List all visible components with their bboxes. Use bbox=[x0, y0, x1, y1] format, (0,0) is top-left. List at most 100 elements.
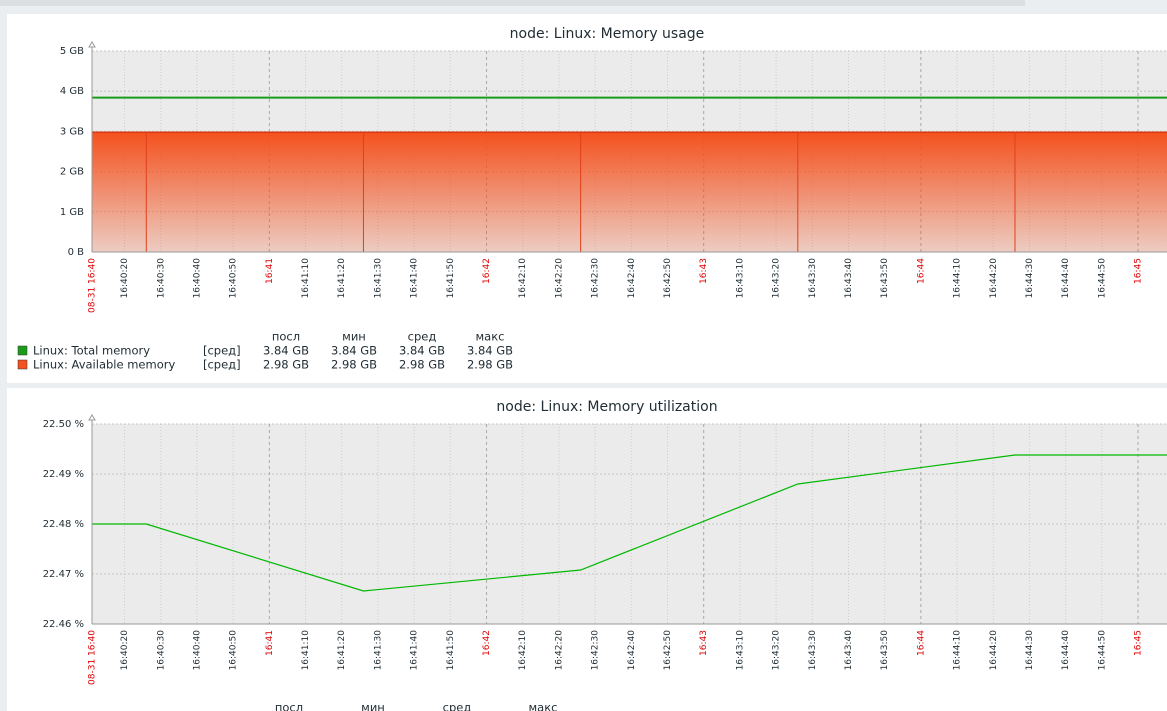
legend-column: мин bbox=[342, 330, 366, 344]
x-tick-label: 08-31 16:40 bbox=[88, 630, 98, 685]
x-tick-label: 16:43:20 bbox=[772, 258, 782, 299]
legend-swatch bbox=[17, 345, 28, 356]
legend-column: мин bbox=[361, 701, 385, 711]
y-tick-label: 22.46 % bbox=[43, 619, 84, 630]
x-tick-label: 16:44:30 bbox=[1025, 630, 1035, 671]
x-tick-label: 16:43:10 bbox=[735, 630, 745, 671]
x-tick-label: 16:41:30 bbox=[373, 630, 383, 671]
y-tick-label: 4 GB bbox=[60, 86, 84, 97]
legend-column: сред bbox=[408, 330, 437, 344]
x-tick-label: 16:41 bbox=[265, 630, 275, 656]
x-tick-label: 16:41:20 bbox=[337, 630, 347, 671]
legend-stat: 2.98 GB bbox=[331, 358, 377, 372]
x-tick-label: 16:43:40 bbox=[844, 630, 854, 671]
x-tick-label: 16:42:50 bbox=[663, 258, 673, 299]
x-tick-label: 16:44:50 bbox=[1097, 258, 1107, 299]
legend-column: посл bbox=[272, 330, 300, 344]
x-tick-label: 16:43 bbox=[699, 258, 709, 284]
x-tick-label: 16:41:50 bbox=[446, 630, 456, 671]
legend-stat: 2.98 GB bbox=[399, 358, 445, 372]
y-tick-label: 0 B bbox=[68, 247, 85, 258]
x-tick-label: 16:43:50 bbox=[880, 630, 890, 671]
y-tick-label: 22.47 % bbox=[43, 569, 84, 580]
y-tick-label: 5 GB bbox=[60, 46, 84, 57]
x-tick-label: 16:42:20 bbox=[554, 630, 564, 671]
legend-column: посл bbox=[275, 701, 303, 711]
legend-stat: 2.98 GB bbox=[467, 358, 513, 372]
y-tick-label: 22.50 % bbox=[43, 419, 84, 430]
legend-stat: 3.84 GB bbox=[263, 344, 309, 358]
x-tick-label: 16:42:40 bbox=[627, 258, 637, 299]
x-tick-label: 16:44 bbox=[916, 630, 926, 656]
x-tick-label: 16:44:10 bbox=[953, 258, 963, 299]
y-axis-arrow bbox=[88, 41, 96, 48]
x-tick-label: 16:44 bbox=[916, 258, 926, 284]
x-tick-label: 08-31 16:40 bbox=[88, 258, 98, 313]
legend-stat: 3.84 GB bbox=[467, 344, 513, 358]
legend-stat: 3.84 GB bbox=[399, 344, 445, 358]
legend-function: [сред] bbox=[203, 344, 241, 358]
x-tick-label: 16:42:30 bbox=[591, 258, 601, 299]
y-tick-label: 22.48 % bbox=[43, 519, 84, 530]
x-tick-label: 16:44:40 bbox=[1061, 630, 1071, 671]
x-tick-label: 16:41:40 bbox=[410, 258, 420, 299]
legend-name: Linux: Available memory bbox=[33, 358, 175, 372]
x-tick-label: 16:43:50 bbox=[880, 258, 890, 299]
x-tick-label: 16:41:40 bbox=[410, 630, 420, 671]
legend-function: [сред] bbox=[203, 358, 241, 372]
x-tick-label: 16:44:10 bbox=[953, 630, 963, 671]
y-tick-label: 3 GB bbox=[60, 126, 84, 137]
x-tick-label: 16:40:20 bbox=[120, 630, 130, 671]
series-line bbox=[92, 454, 1167, 592]
x-tick-label: 16:43:30 bbox=[808, 258, 818, 299]
legend-swatch bbox=[17, 359, 28, 370]
x-tick-label: 16:41:50 bbox=[446, 258, 456, 299]
x-tick-label: 16:42:10 bbox=[518, 258, 528, 299]
y-tick-label: 2 GB bbox=[60, 167, 84, 178]
x-tick-label: 16:44:20 bbox=[989, 258, 999, 299]
y-axis-arrow bbox=[88, 414, 96, 421]
x-tick-label: 16:40:50 bbox=[229, 630, 239, 671]
y-tick-label: 22.49 % bbox=[43, 469, 84, 480]
x-tick-label: 16:42 bbox=[482, 630, 492, 656]
legend-stat: 2.98 GB bbox=[263, 358, 309, 372]
x-tick-label: 16:41:10 bbox=[301, 630, 311, 671]
x-tick-label: 16:43:20 bbox=[772, 630, 782, 671]
x-tick-label: 16:42:10 bbox=[518, 630, 528, 671]
x-tick-label: 16:41 bbox=[265, 258, 275, 284]
x-tick-label: 16:40:20 bbox=[120, 258, 130, 299]
x-tick-label: 16:43:40 bbox=[844, 258, 854, 299]
x-tick-label: 16:43 bbox=[699, 630, 709, 656]
legend-column: сред bbox=[443, 701, 472, 711]
area bbox=[92, 132, 1167, 252]
scrollbar[interactable] bbox=[0, 0, 1025, 6]
x-tick-label: 16:40:40 bbox=[192, 258, 202, 299]
x-tick-label: 16:45 bbox=[1134, 258, 1144, 284]
x-tick-label: 16:41:30 bbox=[373, 258, 383, 299]
legend-stat: 3.84 GB bbox=[331, 344, 377, 358]
x-tick-label: 16:44:40 bbox=[1061, 258, 1071, 299]
x-tick-label: 16:42:50 bbox=[663, 630, 673, 671]
x-tick-label: 16:43:30 bbox=[808, 630, 818, 671]
legend-column: макс bbox=[529, 701, 558, 711]
chart-title: node: Linux: Memory usage bbox=[510, 26, 705, 42]
x-tick-label: 16:42:30 bbox=[591, 630, 601, 671]
x-tick-label: 16:40:50 bbox=[229, 258, 239, 299]
x-tick-label: 16:42:20 bbox=[554, 258, 564, 299]
x-tick-label: 16:40:30 bbox=[156, 630, 166, 671]
legend-name: Linux: Total memory bbox=[33, 344, 150, 358]
x-tick-label: 16:43:10 bbox=[735, 258, 745, 299]
x-tick-label: 16:40:30 bbox=[156, 258, 166, 299]
x-tick-label: 16:41:10 bbox=[301, 258, 311, 299]
x-tick-label: 16:44:50 bbox=[1097, 630, 1107, 671]
x-tick-label: 16:40:40 bbox=[192, 630, 202, 671]
x-tick-label: 16:44:30 bbox=[1025, 258, 1035, 299]
x-tick-label: 16:44:20 bbox=[989, 630, 999, 671]
y-tick-label: 1 GB bbox=[60, 207, 84, 218]
x-tick-label: 16:41:20 bbox=[337, 258, 347, 299]
legend-column: макс bbox=[476, 330, 505, 344]
chart-title: node: Linux: Memory utilization bbox=[496, 399, 717, 415]
x-tick-label: 16:42:40 bbox=[627, 630, 637, 671]
